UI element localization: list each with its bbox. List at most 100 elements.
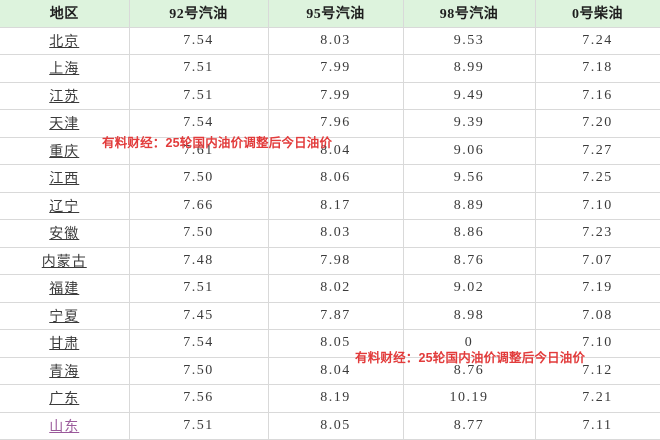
region-cell: 山东 [0, 412, 130, 440]
region-link[interactable]: 青海 [49, 364, 80, 380]
price-cell: 7.50 [129, 219, 269, 248]
price-cell: 10.19 [403, 384, 536, 413]
price-cell: 7.50 [129, 357, 269, 385]
price-cell: 7.11 [535, 412, 660, 440]
price-cell: 8.19 [268, 384, 404, 413]
table-row: 江苏 7.51 7.99 9.49 7.16 [0, 82, 660, 110]
fuel-table-body: 北京 7.54 8.03 9.53 7.24 上海 7.51 7.99 8.99 7.18 江苏 7.… [0, 27, 660, 440]
column-header-95-gasoline: 95号汽油 [268, 0, 404, 28]
price-cell: 7.25 [535, 164, 660, 193]
region-link[interactable]: 江西 [49, 172, 80, 188]
region-link[interactable]: 内蒙古 [41, 254, 87, 270]
region-cell: 福建 [0, 274, 130, 303]
region-link[interactable]: 上海 [49, 62, 80, 78]
region-link[interactable]: 天津 [49, 117, 80, 133]
table-row: 辽宁 7.66 8.17 8.89 7.10 [0, 192, 660, 220]
region-link[interactable]: 北京 [49, 34, 80, 50]
price-cell: 7.66 [129, 192, 269, 220]
price-cell: 8.86 [403, 219, 536, 248]
region-link[interactable]: 辽宁 [49, 199, 80, 215]
price-cell: 8.17 [268, 192, 404, 220]
price-cell: 7.54 [129, 109, 269, 138]
table-header: 地区 92号汽油 95号汽油 98号汽油 0号柴油 [0, 0, 660, 28]
price-cell: 8.99 [403, 54, 536, 83]
price-cell: 7.07 [535, 247, 660, 275]
price-cell: 7.20 [535, 109, 660, 138]
price-cell: 8.05 [268, 412, 404, 440]
table-row: 安徽 7.50 8.03 8.86 7.23 [0, 219, 660, 248]
table-row: 福建 7.51 8.02 9.02 7.19 [0, 274, 660, 303]
price-cell: 7.18 [535, 54, 660, 83]
price-cell: 7.51 [129, 54, 269, 83]
price-cell: 9.53 [403, 27, 536, 55]
price-cell: 7.87 [268, 302, 404, 330]
region-cell: 天津 [0, 109, 130, 138]
region-cell: 青海 [0, 357, 130, 385]
price-cell: 7.21 [535, 384, 660, 413]
price-cell: 8.04 [268, 357, 404, 385]
price-cell: 8.03 [268, 219, 404, 248]
header-row: 地区 92号汽油 95号汽油 98号汽油 0号柴油 [0, 0, 660, 28]
table-row: 甘肃 7.54 8.05 0 7.10 [0, 329, 660, 358]
region-cell: 内蒙古 [0, 247, 130, 275]
price-cell: 7.45 [129, 302, 269, 330]
price-cell: 7.54 [129, 27, 269, 55]
price-cell: 7.98 [268, 247, 404, 275]
table-row: 青海 7.50 8.04 8.76 7.12 [0, 357, 660, 385]
price-cell: 9.56 [403, 164, 536, 193]
region-cell: 江西 [0, 164, 130, 193]
table-row: 上海 7.51 7.99 8.99 7.18 [0, 54, 660, 83]
price-cell: 8.02 [268, 274, 404, 303]
price-cell: 9.39 [403, 109, 536, 138]
region-cell: 重庆 [0, 137, 130, 165]
price-cell: 8.76 [403, 247, 536, 275]
region-cell: 甘肃 [0, 329, 130, 358]
price-cell: 7.56 [129, 384, 269, 413]
price-cell: 8.76 [403, 357, 536, 385]
region-cell: 辽宁 [0, 192, 130, 220]
table-row: 宁夏 7.45 7.87 8.98 7.08 [0, 302, 660, 330]
price-cell: 7.54 [129, 329, 269, 358]
price-cell: 7.99 [268, 82, 404, 110]
region-cell: 上海 [0, 54, 130, 83]
price-cell: 7.61 [129, 137, 269, 165]
price-cell: 9.06 [403, 137, 536, 165]
price-cell: 9.49 [403, 82, 536, 110]
price-cell: 7.51 [129, 82, 269, 110]
table-row: 江西 7.50 8.06 9.56 7.25 [0, 164, 660, 193]
region-link[interactable]: 福建 [49, 282, 80, 298]
table-row: 重庆 7.61 8.04 9.06 7.27 [0, 137, 660, 165]
region-link[interactable]: 广东 [49, 392, 80, 408]
price-cell: 8.89 [403, 192, 536, 220]
region-link[interactable]: 安徽 [49, 227, 80, 243]
price-cell: 9.02 [403, 274, 536, 303]
price-cell: 7.10 [535, 329, 660, 358]
column-header-92-gasoline: 92号汽油 [129, 0, 269, 28]
price-cell: 8.98 [403, 302, 536, 330]
price-cell: 8.04 [268, 137, 404, 165]
region-cell: 广东 [0, 384, 130, 413]
region-link[interactable]: 宁夏 [49, 309, 80, 325]
column-header-0-diesel: 0号柴油 [535, 0, 660, 28]
region-link[interactable]: 甘肃 [49, 337, 80, 353]
price-cell: 7.10 [535, 192, 660, 220]
region-link[interactable]: 重庆 [49, 144, 80, 160]
price-cell: 7.99 [268, 54, 404, 83]
region-cell: 宁夏 [0, 302, 130, 330]
region-link[interactable]: 山东 [49, 419, 80, 435]
price-cell: 8.05 [268, 329, 404, 358]
region-cell: 江苏 [0, 82, 130, 110]
price-cell: 7.48 [129, 247, 269, 275]
price-cell: 7.51 [129, 412, 269, 440]
region-link[interactable]: 江苏 [49, 89, 80, 105]
table-row: 广东 7.56 8.19 10.19 7.21 [0, 384, 660, 413]
price-cell: 7.12 [535, 357, 660, 385]
table-row: 北京 7.54 8.03 9.53 7.24 [0, 27, 660, 55]
price-cell: 8.77 [403, 412, 536, 440]
price-cell: 7.23 [535, 219, 660, 248]
price-cell: 7.08 [535, 302, 660, 330]
price-cell: 0 [403, 329, 536, 358]
price-cell: 7.96 [268, 109, 404, 138]
price-cell: 7.24 [535, 27, 660, 55]
